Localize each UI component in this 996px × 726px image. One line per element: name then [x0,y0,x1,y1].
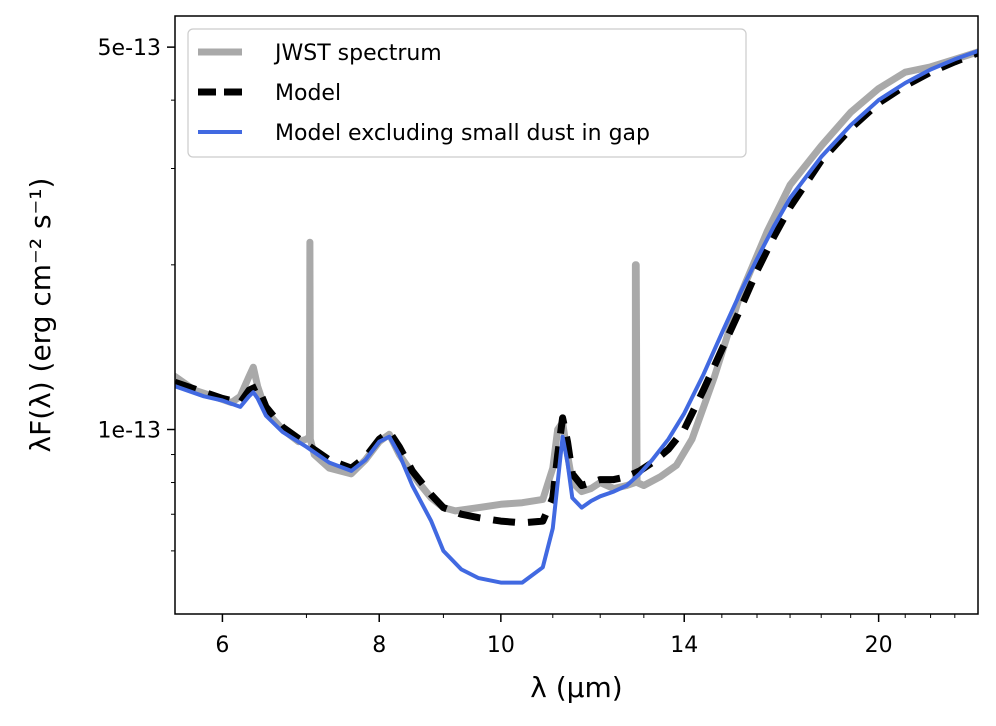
x-axis: 6 8 10 14 20 [215,614,956,658]
x-tick-label: 14 [670,633,698,658]
legend: JWST spectrum Model Model excluding small … [187,28,747,158]
y-axis-label: λF(λ) (erg cm⁻² s⁻¹) [24,178,57,453]
series-line-2 [175,49,978,527]
x-tick-label: 10 [487,633,515,658]
series-layer [175,48,978,585]
series-line-3 [175,49,978,585]
legend-label-1: JWST spectrum [273,41,442,66]
legend-box [187,28,747,158]
x-axis-label: λ (μm) [530,671,622,704]
y-tick-label: 1e-13 [98,419,161,444]
y-tick-label: 5e-13 [98,36,161,61]
x-tick-label: 20 [865,633,893,658]
x-tick-label: 8 [372,633,386,658]
legend-label-2: Model [275,81,341,106]
legend-label-3: Model excluding small dust in gap [275,121,650,146]
x-tick-label: 6 [215,633,229,658]
plot-frame [174,15,979,615]
y-axis: 1e-13 5e-13 [98,36,175,552]
